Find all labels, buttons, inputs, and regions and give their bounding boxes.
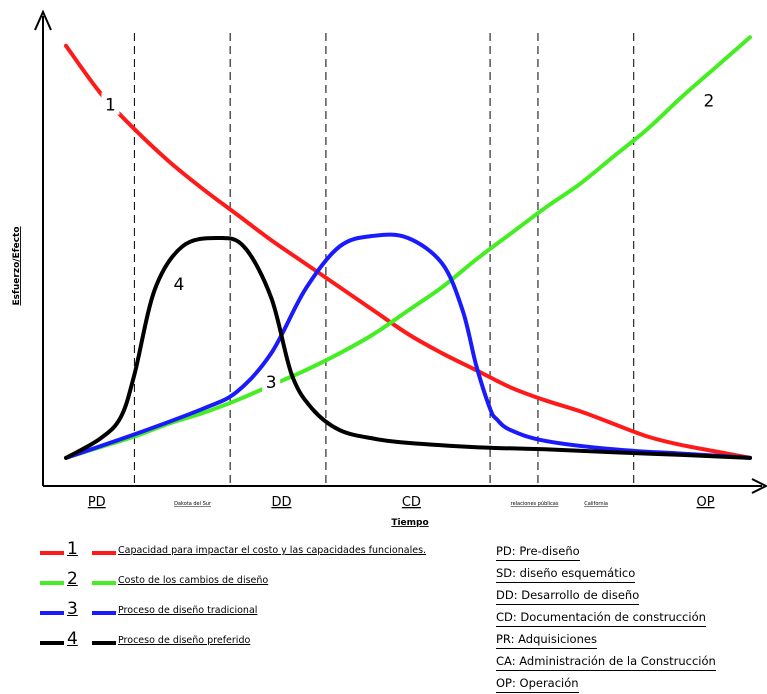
phase-label: relaciones públicas — [511, 500, 559, 507]
legend: 1 Capacidad para impactar el costo y las … — [40, 539, 440, 662]
phase-label: PD — [88, 495, 106, 510]
curve-label-1: 1 — [105, 96, 116, 116]
curve-2 — [64, 35, 752, 460]
phase-label: CD — [402, 495, 421, 510]
legend-number: 3 — [67, 599, 78, 619]
curve-labels: 1 2 3 4 — [101, 88, 718, 393]
legend-number: 4 — [67, 629, 78, 649]
abbreviation-item: PR: Adquisiciones — [496, 631, 597, 649]
curve-label-2: 2 — [704, 91, 715, 111]
legend-swatch — [92, 551, 116, 555]
curve-3 — [64, 232, 752, 460]
legend-swatch — [92, 581, 116, 585]
legend-swatch — [40, 611, 64, 615]
curve-1 — [64, 43, 752, 460]
effort-chart: 1 2 3 4 PD Dakota del Sur DD CD relaciones públ… — [12, 9, 767, 528]
legend-text: Capacidad para impactar el costo y las c… — [118, 545, 427, 556]
phase-label: California — [584, 501, 608, 507]
curve-label-3: 3 — [266, 373, 277, 393]
legend-text: Proceso de diseño preferido — [118, 635, 251, 646]
x-axis-title: Tiempo — [391, 518, 428, 528]
curve-label-bg — [699, 88, 718, 111]
phase-dividers — [133, 33, 635, 486]
legend-number: 1 — [67, 539, 78, 559]
y-axis-title: Esfuerzo/Efecto — [12, 226, 22, 305]
y-axis-arrow — [34, 9, 52, 31]
phase-label: OP — [697, 495, 715, 510]
abbreviation-item: OP: Operación — [496, 675, 579, 693]
legend-swatch — [40, 581, 64, 585]
abbreviation-list: PD: Pre-diseño SD: diseño esquemático DD: … — [496, 540, 758, 694]
x-tick-labels: PD Dakota del Sur DD CD relaciones públicas C… — [88, 495, 715, 510]
abbreviation-item: SD: diseño esquemático — [496, 565, 636, 583]
phase-label: DD — [271, 495, 291, 510]
curve-4 — [64, 235, 752, 460]
axes — [34, 9, 767, 494]
curve-label-bg — [169, 271, 188, 294]
legend-text: Costo de los cambios de diseño — [118, 575, 269, 586]
abbreviation-item: DD: Desarrollo de diseño — [496, 587, 640, 605]
phase-label: Dakota del Sur — [174, 501, 212, 507]
legend-swatch — [40, 551, 64, 555]
abbreviation-item: CA: Administración de la Construcción — [496, 653, 716, 671]
legend-item-4: 4 Proceso de diseño preferido — [40, 629, 440, 662]
abbreviation-item: PD: Pre-diseño — [496, 543, 580, 561]
curve-label-4: 4 — [173, 275, 184, 295]
curve-label-bg — [262, 370, 281, 393]
legend-item-2: 2 Costo de los cambios de diseño — [40, 569, 440, 602]
legend-number: 2 — [67, 569, 78, 589]
legend-item-3: 3 Proceso de diseño tradicional — [40, 599, 440, 632]
legend-item-1: 1 Capacidad para impactar el costo y las … — [40, 539, 440, 572]
abbreviation-item: CD: Documentación de construcción — [496, 609, 706, 627]
legend-swatch — [92, 611, 116, 615]
legend-swatch — [92, 641, 116, 645]
curves — [64, 35, 752, 460]
curve-label-bg — [101, 92, 120, 115]
legend-text: Proceso de diseño tradicional — [118, 605, 258, 616]
legend-swatch — [40, 641, 64, 645]
x-axis-arrow — [751, 478, 767, 494]
